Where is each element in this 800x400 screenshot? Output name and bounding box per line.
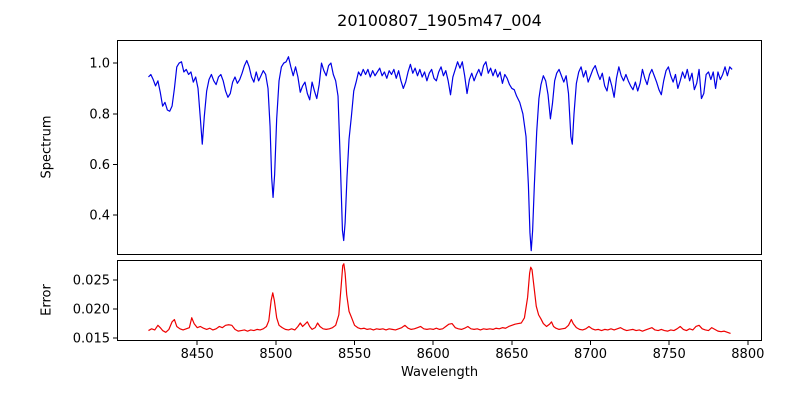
- y-tick-label: 1.0: [89, 57, 110, 72]
- y-tick-label: 0.4: [89, 209, 110, 224]
- x-tick-label: 8650: [495, 347, 528, 362]
- chart-title: 20100807_1905m47_004: [337, 11, 542, 30]
- x-tick-label: 8550: [338, 347, 371, 362]
- y-tick-label: 0.8: [89, 107, 110, 122]
- spectrum-panel-frame: [117, 40, 762, 255]
- x-tick-label: 8450: [181, 347, 214, 362]
- y-tick-label: 0.6: [89, 158, 110, 173]
- x-tick-label: 8700: [574, 347, 607, 362]
- x-tick-label: 8500: [259, 347, 292, 362]
- x-axis-label: Wavelength: [400, 365, 479, 380]
- x-tick-label: 8600: [417, 347, 450, 362]
- y-tick-label: 0.015: [73, 332, 110, 347]
- y-tick-label: 0.020: [73, 303, 110, 318]
- y-tick-label: 0.025: [73, 274, 110, 289]
- error-panel-frame: [117, 260, 762, 341]
- x-tick-label: 8750: [653, 347, 686, 362]
- spectrum-line: [148, 56, 733, 252]
- x-tick-label: 8800: [731, 347, 764, 362]
- error-line: [148, 263, 731, 335]
